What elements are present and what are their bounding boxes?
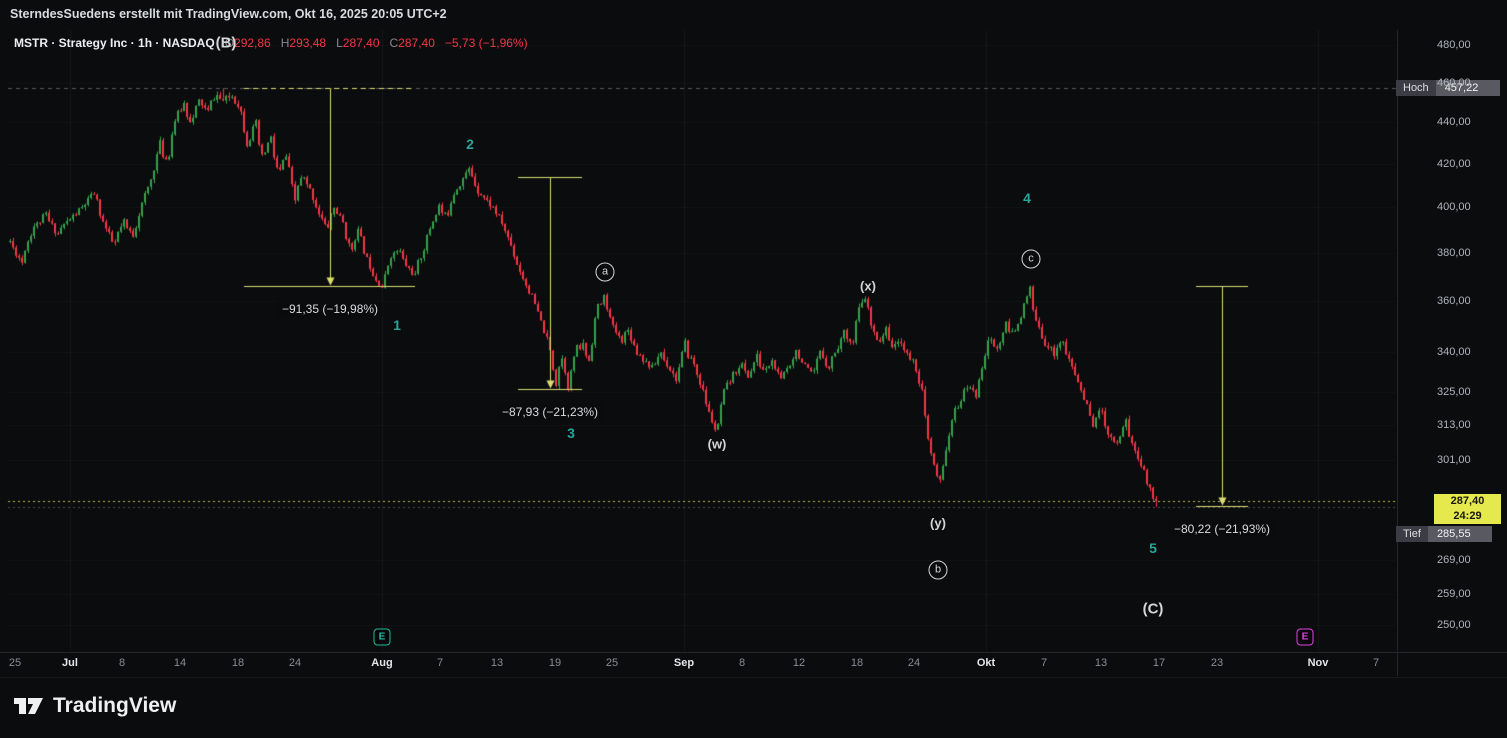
elliott-wave-label-a[interactable]: a: [595, 262, 615, 282]
time-tick-14-18: 18: [850, 657, 864, 669]
elliott-wave-label-2[interactable]: 2: [466, 136, 474, 152]
ohlc-change: −5,73 (−1,96%): [444, 36, 528, 50]
ohlc-close-value: 287,40: [398, 36, 435, 50]
last-price-value: 287,40: [1450, 495, 1485, 508]
symbol-ohlc-row: MSTR · Strategy Inc · 1h · NASDAQ O292,8…: [14, 36, 528, 50]
time-axis[interactable]: [0, 653, 1397, 677]
time-axis-border: [0, 652, 1507, 653]
tradingview-logo[interactable]: TradingView: [13, 693, 176, 719]
last-price-badge: 287,40 24:29: [1434, 494, 1501, 525]
time-tick-8-13: 13: [490, 657, 504, 669]
elliott-wave-label-y[interactable]: (y): [930, 515, 946, 531]
time-tick-13-12: 12: [792, 657, 806, 669]
elliott-wave-label-x[interactable]: (x): [860, 278, 876, 294]
elliott-wave-label-w[interactable]: (w): [707, 436, 727, 452]
low-badge-label: Tief: [1396, 526, 1428, 543]
time-tick-21-Nov: Nov: [1307, 657, 1329, 669]
elliott-wave-label-B[interactable]: (B): [215, 34, 237, 52]
price-tick-460: 460,00: [1437, 76, 1471, 89]
ohlc-open: O292,86: [225, 36, 271, 50]
elliott-wave-label-c[interactable]: c: [1021, 249, 1041, 269]
ohlc-high-value: 293,48: [289, 36, 327, 50]
ohlc-close: C287,40: [390, 36, 435, 50]
ohlc-close-label: C: [389, 36, 399, 50]
price-tick-440: 440,00: [1437, 116, 1471, 129]
time-tick-17-7: 7: [1040, 657, 1048, 669]
price-tick-360: 360,00: [1437, 294, 1471, 307]
ohlc-open-label: O: [224, 36, 235, 50]
time-tick-5-24: 24: [288, 657, 302, 669]
high-badge-value: 457,22: [1435, 80, 1500, 97]
elliott-wave-label-b[interactable]: b: [928, 560, 948, 580]
time-tick-22-7: 7: [1372, 657, 1380, 669]
price-axis-border: [1397, 30, 1398, 676]
low-badge-value: 285,55: [1427, 526, 1492, 543]
high-badge-label: Hoch: [1396, 80, 1436, 97]
ohlc-high: H293,48: [281, 36, 326, 50]
time-tick-18-13: 13: [1094, 657, 1108, 669]
time-tick-15-24: 24: [907, 657, 921, 669]
price-tick-420: 420,00: [1437, 157, 1471, 170]
elliott-wave-label-5[interactable]: 5: [1149, 540, 1157, 556]
price-tick-400: 400,00: [1437, 201, 1471, 214]
price-tick-269: 269,00: [1437, 553, 1471, 566]
earnings-icon-1[interactable]: E: [373, 628, 391, 646]
price-tick-259: 259,00: [1437, 587, 1471, 600]
time-tick-7-7: 7: [436, 657, 444, 669]
price-tick-480: 480,00: [1437, 39, 1471, 51]
ohlc-low-label: L: [336, 36, 343, 50]
elliott-wave-label-3[interactable]: 3: [567, 425, 575, 441]
time-tick-11-Sep: Sep: [673, 657, 695, 669]
price-tick-380: 380,00: [1437, 246, 1471, 259]
ohlc-open-value: 292,86: [234, 36, 271, 50]
elliott-wave-label-1[interactable]: 1: [393, 317, 401, 333]
time-tick-3-14: 14: [173, 657, 187, 669]
ohlc-high-label: H: [280, 36, 290, 50]
time-tick-16-Okt: Okt: [976, 657, 996, 669]
time-tick-20-23: 23: [1210, 657, 1224, 669]
price-tick-313: 313,00: [1437, 419, 1471, 432]
tradingview-logo-icon: [14, 698, 43, 714]
price-tick-250: 250,00: [1437, 619, 1471, 631]
time-tick-12-8: 8: [738, 657, 746, 669]
time-tick-6-Aug: Aug: [371, 657, 393, 669]
symbol-title[interactable]: MSTR · Strategy Inc · 1h · NASDAQ: [14, 36, 215, 50]
attribution-text: SterndesSuedens erstellt mit TradingView…: [10, 7, 447, 21]
bar-countdown: 24:29: [1453, 510, 1482, 523]
time-tick-4-18: 18: [231, 657, 245, 669]
elliott-wave-label-4[interactable]: 4: [1023, 190, 1031, 206]
time-tick-9-19: 19: [548, 657, 562, 669]
time-tick-1-Jul: Jul: [62, 657, 78, 669]
high-price-badge: Hoch 457,22: [1396, 80, 1500, 97]
earnings-icon-2[interactable]: E: [1296, 628, 1314, 646]
price-tick-301: 301,00: [1437, 453, 1471, 466]
time-tick-2-8: 8: [118, 657, 126, 669]
tradingview-logo-text: TradingView: [53, 694, 177, 717]
price-tick-340: 340,00: [1437, 345, 1471, 358]
price-range-label-1[interactable]: −91,35 (−19,98%): [276, 301, 384, 318]
ohlc-low: L287,40: [336, 36, 379, 50]
price-tick-325: 325,00: [1437, 385, 1471, 398]
time-tick-19-17: 17: [1152, 657, 1166, 669]
time-tick-10-25: 25: [605, 657, 619, 669]
footer-border: [0, 677, 1507, 678]
low-price-badge: Tief 285,55: [1396, 526, 1492, 543]
price-range-label-2[interactable]: −87,93 (−21,23%): [496, 404, 604, 421]
elliott-wave-label-C[interactable]: (C): [1142, 600, 1164, 618]
ohlc-low-value: 287,40: [342, 36, 380, 50]
time-tick-0-25: 25: [8, 657, 22, 669]
price-range-label-3[interactable]: −80,22 (−21,93%): [1168, 521, 1276, 538]
